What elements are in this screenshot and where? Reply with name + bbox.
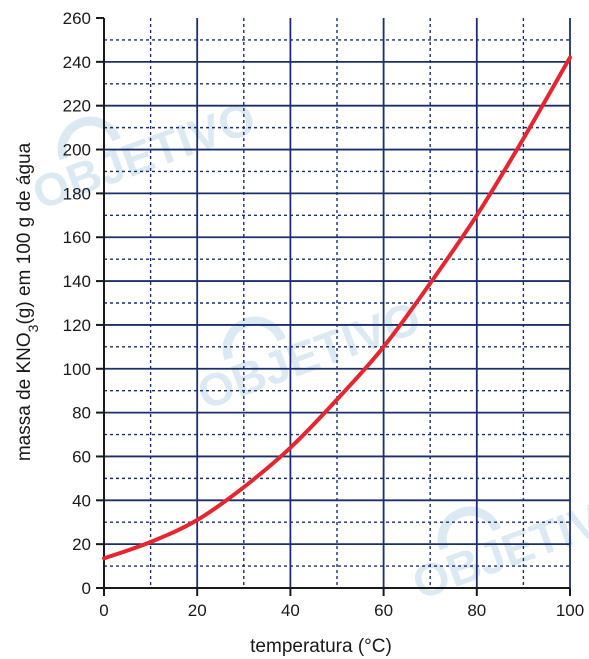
- x-tick-label: 0: [99, 601, 108, 620]
- y-tick-label: 180: [63, 184, 91, 203]
- y-tick-label: 80: [72, 404, 91, 423]
- watermark-logo-icon: [222, 316, 286, 361]
- watermark-logo-icon: [437, 506, 501, 551]
- x-axis-label: temperatura (°C): [250, 636, 392, 657]
- y-tick-label: 260: [63, 9, 91, 28]
- tick-labels: 0 20 40 60 80 100 120 140 160 180 200 220 240 260 0 20 4…: [63, 9, 585, 620]
- y-tick-label: 200: [63, 141, 91, 160]
- x-tick-label: 40: [281, 601, 300, 620]
- axes: [96, 17, 571, 596]
- y-tick-label: 240: [63, 53, 91, 72]
- x-tick-label: 60: [374, 601, 393, 620]
- y-tick-label: 60: [72, 447, 91, 466]
- x-tick-label: 80: [467, 601, 486, 620]
- y-tick-label: 220: [63, 97, 91, 116]
- y-tick-label: 20: [72, 535, 91, 554]
- watermark-logo-icon: [57, 116, 121, 161]
- x-tick-label: 20: [188, 601, 207, 620]
- y-axis-label: massa de KNO3(g) em 100 g de água: [14, 142, 41, 461]
- series-layer: [102, 55, 572, 561]
- watermark-layer: OBJETIVO OBJETIVO OBJETIVO: [26, 91, 589, 609]
- x-tick-label: 100: [556, 601, 584, 620]
- solubility-curve: [102, 55, 572, 561]
- y-tick-label: 40: [72, 491, 91, 510]
- y-axis-label-part: massa de KNO: [14, 332, 35, 461]
- y-tick-label: 120: [63, 316, 91, 335]
- y-tick-label: 100: [63, 360, 91, 379]
- y-tick-label: 140: [63, 272, 91, 291]
- minor-gridlines: [104, 18, 570, 588]
- y-axis-label-part: (g) em 100 g de água: [14, 142, 35, 324]
- y-axis-label-subscript: 3: [25, 324, 41, 332]
- y-tick-label: 0: [82, 579, 91, 598]
- major-gridlines: [104, 18, 571, 588]
- y-tick-label: 160: [63, 228, 91, 247]
